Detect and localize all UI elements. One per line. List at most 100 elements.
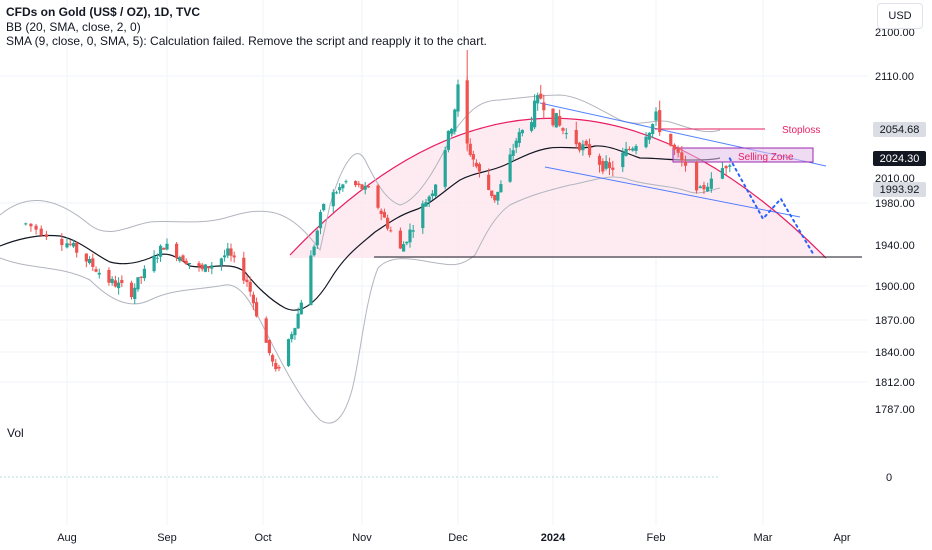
time-axis-label: Aug bbox=[57, 532, 77, 544]
price-axis-label: 2110.00 bbox=[875, 71, 914, 83]
candle-down bbox=[398, 230, 402, 249]
candle-up bbox=[405, 241, 409, 244]
candle-up bbox=[97, 272, 101, 275]
selling-zone-box[interactable] bbox=[672, 147, 814, 163]
candle-up bbox=[210, 265, 214, 269]
candle-down bbox=[542, 102, 546, 111]
candle-down bbox=[676, 148, 680, 153]
time-axis-label: Nov bbox=[352, 532, 372, 544]
candle-up bbox=[309, 255, 313, 306]
candle-down bbox=[120, 279, 124, 284]
candle-up bbox=[564, 133, 568, 135]
sma-legend[interactable]: SMA (9, close, 0, SMA, 5): Calculation f… bbox=[6, 34, 487, 48]
candle-up bbox=[203, 264, 207, 272]
candle-down bbox=[251, 294, 255, 304]
volume-label: Vol bbox=[7, 426, 24, 440]
bb-lower-price-tag: 1993.92 bbox=[873, 182, 926, 197]
candle-down bbox=[366, 186, 370, 188]
candle-down bbox=[574, 129, 578, 145]
candle-down bbox=[382, 212, 386, 218]
candle-down bbox=[68, 243, 72, 245]
candle-down bbox=[561, 128, 565, 131]
candle-up bbox=[290, 334, 294, 340]
candle-down bbox=[597, 155, 602, 165]
candle-down bbox=[248, 281, 252, 292]
candle-up bbox=[296, 313, 300, 329]
candle-down bbox=[184, 260, 188, 265]
candle-down bbox=[551, 108, 555, 126]
selling-zone-annotation: Selling Zone bbox=[738, 152, 794, 163]
candle-up bbox=[363, 185, 367, 190]
candle-down bbox=[376, 185, 380, 208]
time-axis-label: 2024 bbox=[541, 532, 566, 544]
candle-up bbox=[621, 152, 625, 168]
candle-up bbox=[158, 245, 163, 257]
candle-down bbox=[229, 248, 233, 256]
candle-up bbox=[155, 257, 159, 259]
candle-down bbox=[477, 164, 482, 172]
candle-down bbox=[360, 184, 364, 190]
candle-down bbox=[113, 280, 117, 287]
candle-up bbox=[299, 302, 303, 315]
candle-up bbox=[427, 196, 431, 202]
indicator-legend: CFDs on Gold (US$ / OZ), 1D, TVC BB (20,… bbox=[6, 5, 487, 49]
candle-down bbox=[60, 238, 64, 246]
price-axis-label: 1787.00 bbox=[875, 404, 915, 416]
price-axis-label: 1812.00 bbox=[875, 377, 915, 389]
candle-down bbox=[175, 243, 179, 259]
time-axis-label: Oct bbox=[254, 532, 271, 544]
bb-legend[interactable]: BB (20, SMA, close, 2, 0) bbox=[6, 19, 141, 34]
candle-up bbox=[408, 229, 412, 243]
candle-down bbox=[267, 339, 271, 354]
time-axis-label: Apr bbox=[833, 532, 850, 544]
candle-down bbox=[379, 210, 383, 215]
candle-down bbox=[627, 149, 632, 151]
candle-up bbox=[344, 181, 348, 183]
candle-down bbox=[129, 282, 134, 298]
candle-down bbox=[584, 141, 588, 146]
candle-up bbox=[456, 84, 460, 112]
candle-down bbox=[487, 174, 491, 190]
candle-down bbox=[39, 228, 43, 236]
candle-up bbox=[286, 339, 291, 366]
candle-down bbox=[29, 223, 33, 227]
price-axis[interactable]: 2100.002110.002080.002010.001980.001940.… bbox=[875, 27, 915, 416]
candle-up bbox=[117, 282, 121, 289]
candle-down bbox=[354, 180, 358, 186]
candle-down bbox=[197, 263, 201, 267]
candle-up bbox=[334, 192, 339, 194]
candle-up bbox=[165, 243, 169, 250]
candle-up bbox=[226, 248, 230, 256]
candle-up bbox=[219, 258, 223, 266]
time-axis-label: Dec bbox=[448, 532, 468, 544]
time-axis[interactable]: Aug Sep Oct Nov Dec 2024 Feb Mar Apr bbox=[57, 532, 851, 544]
candle-down bbox=[577, 142, 582, 151]
candles-group bbox=[24, 50, 732, 372]
candle-down bbox=[683, 161, 688, 166]
candle-down bbox=[587, 144, 592, 156]
symbol-title[interactable]: CFDs on Gold (US$ / OZ), 1D, TVC bbox=[6, 5, 201, 19]
candle-up bbox=[187, 262, 191, 265]
candle-down bbox=[669, 133, 673, 146]
candle-up bbox=[698, 186, 702, 189]
candle-up bbox=[496, 191, 500, 201]
candle-up bbox=[499, 184, 503, 193]
candle-down bbox=[139, 276, 143, 278]
currency-button[interactable]: USD bbox=[877, 3, 923, 29]
candle-down bbox=[242, 257, 246, 281]
bb-lower-band bbox=[0, 176, 721, 424]
candle-down bbox=[255, 302, 259, 317]
candle-down bbox=[672, 144, 677, 150]
candle-up bbox=[529, 122, 534, 131]
time-axis-label: Feb bbox=[647, 532, 666, 544]
candle-down bbox=[200, 264, 204, 270]
candle-up bbox=[65, 243, 69, 248]
candle-down bbox=[75, 242, 79, 253]
candle-up bbox=[318, 212, 323, 229]
price-axis-label: 1900.00 bbox=[875, 281, 915, 293]
candle-up bbox=[136, 277, 140, 290]
candle-up bbox=[71, 242, 76, 247]
channel-lower-line[interactable] bbox=[544, 166, 801, 218]
candle-up bbox=[554, 113, 558, 128]
